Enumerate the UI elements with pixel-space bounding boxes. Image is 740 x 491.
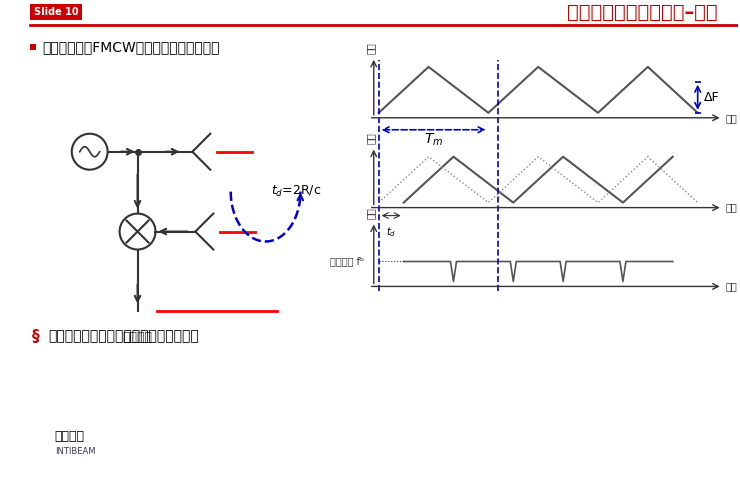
Text: 时间: 时间: [726, 281, 737, 292]
Text: 频率: 频率: [366, 42, 376, 54]
Text: 频率: 频率: [366, 132, 376, 144]
Text: 智波科技: 智波科技: [55, 430, 85, 442]
Text: $t_d$: $t_d$: [386, 225, 396, 239]
Text: 中频信号: 中频信号: [123, 331, 152, 344]
FancyBboxPatch shape: [30, 4, 81, 20]
Text: 差拍频率 fᵇ: 差拍频率 fᵇ: [329, 256, 364, 267]
Text: $T_m$: $T_m$: [424, 132, 443, 148]
Text: 频率: 频率: [366, 207, 376, 218]
Text: 毫米波雷达的基本原理–测距: 毫米波雷达的基本原理–测距: [567, 2, 718, 22]
Text: 时间: 时间: [726, 113, 737, 123]
Text: 最广泛应用的FMCW调制的毫米波雷达原理: 最广泛应用的FMCW调制的毫米波雷达原理: [42, 40, 219, 54]
Text: Slide 10: Slide 10: [33, 7, 78, 17]
Text: $t_d$=2R/c: $t_d$=2R/c: [271, 184, 321, 199]
Text: §: §: [32, 329, 40, 344]
Text: ΔF: ΔF: [704, 91, 719, 104]
FancyBboxPatch shape: [0, 1, 738, 24]
Text: INTIBEAM: INTIBEAM: [55, 447, 95, 456]
Text: 时间: 时间: [726, 203, 737, 213]
Text: 在此基础上衍生了很多更高级的调制方式: 在此基础上衍生了很多更高级的调制方式: [48, 329, 198, 343]
Bar: [30, 44, 36, 50]
